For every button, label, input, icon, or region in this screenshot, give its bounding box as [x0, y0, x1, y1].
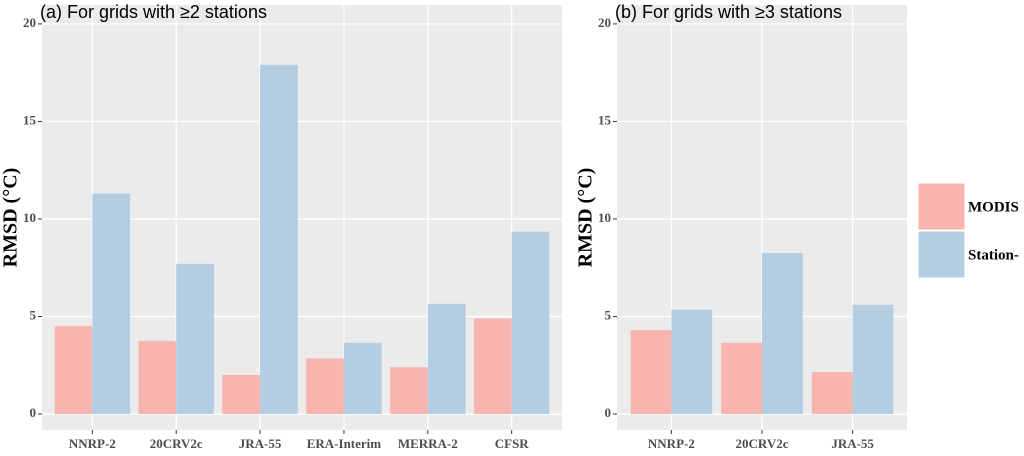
x-tick-label: 20CRV2c	[736, 436, 789, 451]
y-tick-label: 20	[23, 15, 36, 30]
y-axis-label: RMSD (°C)	[575, 168, 597, 268]
x-tick-label: MERRA-2	[398, 436, 458, 451]
bar	[306, 358, 344, 415]
y-tick-label: 10	[23, 210, 36, 225]
legend-key	[917, 182, 966, 231]
bar	[511, 231, 550, 415]
y-tick-label: 10	[598, 210, 611, 225]
bar	[343, 342, 382, 415]
y-axis-label: RMSD (°C)	[0, 168, 22, 268]
bar	[473, 318, 512, 415]
y-tick-label: 0	[30, 405, 37, 420]
x-tick-label: JRA-55	[239, 436, 282, 451]
legend-key	[917, 230, 966, 279]
y-tick-label: 5	[605, 307, 612, 322]
x-tick-label: CFSR	[495, 436, 530, 451]
chart-title: (a) For grids with ≥2 stations	[40, 2, 267, 22]
bar	[92, 193, 131, 415]
bar	[762, 253, 803, 415]
bar	[176, 263, 214, 415]
x-tick-label: NNRP-2	[69, 436, 116, 451]
bar	[427, 303, 466, 415]
legend-label: Station-	[968, 247, 1019, 263]
legend-label: MODIS	[968, 199, 1019, 215]
bar	[852, 304, 894, 415]
bar	[222, 374, 261, 415]
bar	[721, 342, 762, 415]
bar	[54, 326, 93, 415]
x-tick-label: NNRP-2	[648, 436, 695, 451]
y-tick-label: 15	[23, 112, 37, 127]
y-tick-label: 5	[30, 307, 37, 322]
x-tick-label: 20CRV2c	[150, 436, 203, 451]
y-tick-label: 15	[598, 112, 612, 127]
y-tick-label: 0	[605, 405, 612, 420]
y-tick-label: 20	[598, 15, 611, 30]
x-tick-label: ERA-Interim	[307, 436, 382, 451]
bar	[630, 330, 672, 415]
bar	[811, 372, 853, 415]
chart-title: (b) For grids with ≥3 stations	[615, 2, 842, 22]
bar	[390, 367, 428, 415]
x-tick-label: JRA-55	[831, 436, 874, 451]
bar	[671, 309, 713, 415]
bar	[138, 340, 177, 415]
bar	[260, 64, 298, 415]
